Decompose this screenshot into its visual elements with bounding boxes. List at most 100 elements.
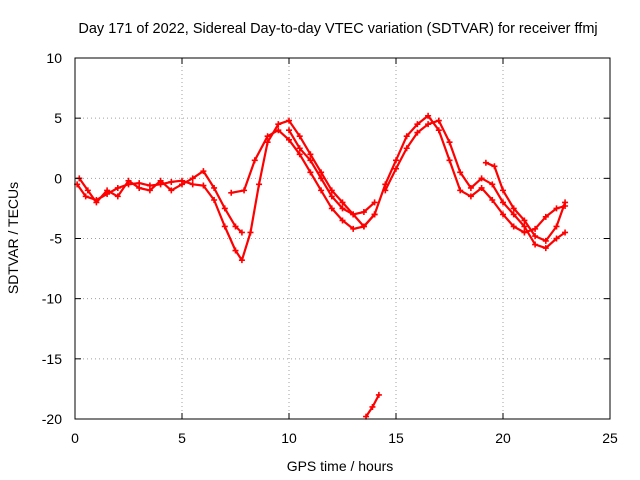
- chart-title: Day 171 of 2022, Sidereal Day-to-day VTE…: [78, 21, 597, 37]
- data-point: [393, 165, 399, 172]
- y-tick-label: -5: [50, 231, 63, 247]
- y-tick-label: 5: [54, 110, 62, 126]
- data-point: [275, 127, 282, 134]
- data-point: [286, 127, 292, 134]
- y-tick-label: -10: [42, 291, 62, 307]
- data-point: [339, 205, 346, 212]
- data-point: [256, 181, 263, 188]
- data-point: [328, 187, 335, 194]
- data-point: [168, 178, 175, 185]
- data-point: [136, 184, 143, 191]
- series-line: [230, 129, 376, 230]
- x-tick-label: 15: [388, 430, 404, 446]
- data-point: [84, 187, 91, 194]
- data-point: [435, 127, 442, 134]
- data-point: [446, 157, 453, 164]
- data-point: [457, 169, 464, 176]
- data-point: [500, 187, 506, 194]
- series-track-b: [76, 168, 245, 236]
- x-tick-label: 10: [281, 430, 297, 446]
- data-point: [296, 133, 303, 140]
- data-point: [179, 181, 185, 188]
- data-point: [328, 205, 335, 212]
- data-point: [93, 199, 100, 206]
- data-point: [393, 157, 399, 164]
- data-point: [532, 241, 539, 248]
- data-point: [489, 196, 496, 203]
- data-point: [114, 184, 121, 191]
- data-point: [478, 184, 485, 191]
- data-point: [435, 117, 442, 124]
- data-point: [221, 223, 228, 230]
- data-point: [221, 205, 228, 212]
- data-point: [247, 229, 254, 236]
- data-point: [318, 187, 325, 194]
- series-line: [384, 119, 567, 250]
- data-point: [510, 205, 517, 212]
- data-point: [403, 145, 410, 152]
- series-track-f: [482, 159, 569, 244]
- data-point: [491, 163, 498, 170]
- data-point: [339, 217, 346, 224]
- data-point: [510, 223, 517, 230]
- data-point: [275, 121, 282, 128]
- data-point: [232, 223, 239, 230]
- data-point: [510, 211, 517, 218]
- data-point: [553, 205, 560, 212]
- data-point: [542, 237, 549, 244]
- data-point: [157, 177, 164, 184]
- data-point: [467, 193, 474, 200]
- data-point: [82, 193, 89, 200]
- data-point: [200, 182, 207, 189]
- data-point: [286, 136, 292, 143]
- data-point: [403, 133, 410, 140]
- data-point: [532, 225, 539, 232]
- data-point: [238, 229, 245, 236]
- data-point: [241, 187, 248, 194]
- data-point: [350, 211, 357, 218]
- y-tick-label: 0: [54, 170, 62, 186]
- data-point: [318, 169, 325, 176]
- data-point: [307, 169, 314, 176]
- data-point: [521, 223, 528, 230]
- grid: [75, 58, 610, 419]
- data-point: [211, 196, 218, 203]
- data-point: [562, 199, 569, 206]
- data-point: [553, 235, 560, 242]
- data-point: [521, 217, 528, 224]
- series-track-e: [382, 117, 569, 252]
- data-point: [369, 403, 376, 410]
- data-point: [228, 189, 235, 196]
- data-point: [382, 187, 389, 194]
- data-point: [482, 159, 489, 166]
- data-point: [350, 225, 357, 232]
- data-point: [104, 187, 111, 194]
- data-point: [168, 187, 175, 194]
- data-point: [307, 151, 314, 158]
- data-point: [360, 209, 367, 216]
- data-point: [189, 175, 196, 182]
- data-point: [425, 121, 432, 128]
- data-point: [114, 193, 121, 200]
- data-point: [414, 129, 421, 136]
- data-point: [296, 151, 303, 158]
- data-point: [562, 229, 569, 236]
- data-point: [446, 139, 453, 146]
- data-point: [146, 187, 153, 194]
- x-tick-label: 20: [495, 430, 511, 446]
- data-point: [467, 184, 474, 191]
- data-point: [264, 133, 271, 140]
- data-point: [251, 157, 258, 164]
- data-point: [542, 213, 549, 220]
- series-line: [287, 129, 376, 216]
- data-point: [532, 233, 539, 240]
- data-point: [200, 168, 207, 175]
- data-point: [414, 121, 421, 128]
- series-track-c: [228, 127, 378, 232]
- data-point: [296, 145, 303, 152]
- y-tick-label: -20: [42, 411, 62, 427]
- data-point: [489, 181, 496, 188]
- data-point: [232, 247, 239, 254]
- data-point: [125, 177, 132, 184]
- data-point: [211, 184, 218, 191]
